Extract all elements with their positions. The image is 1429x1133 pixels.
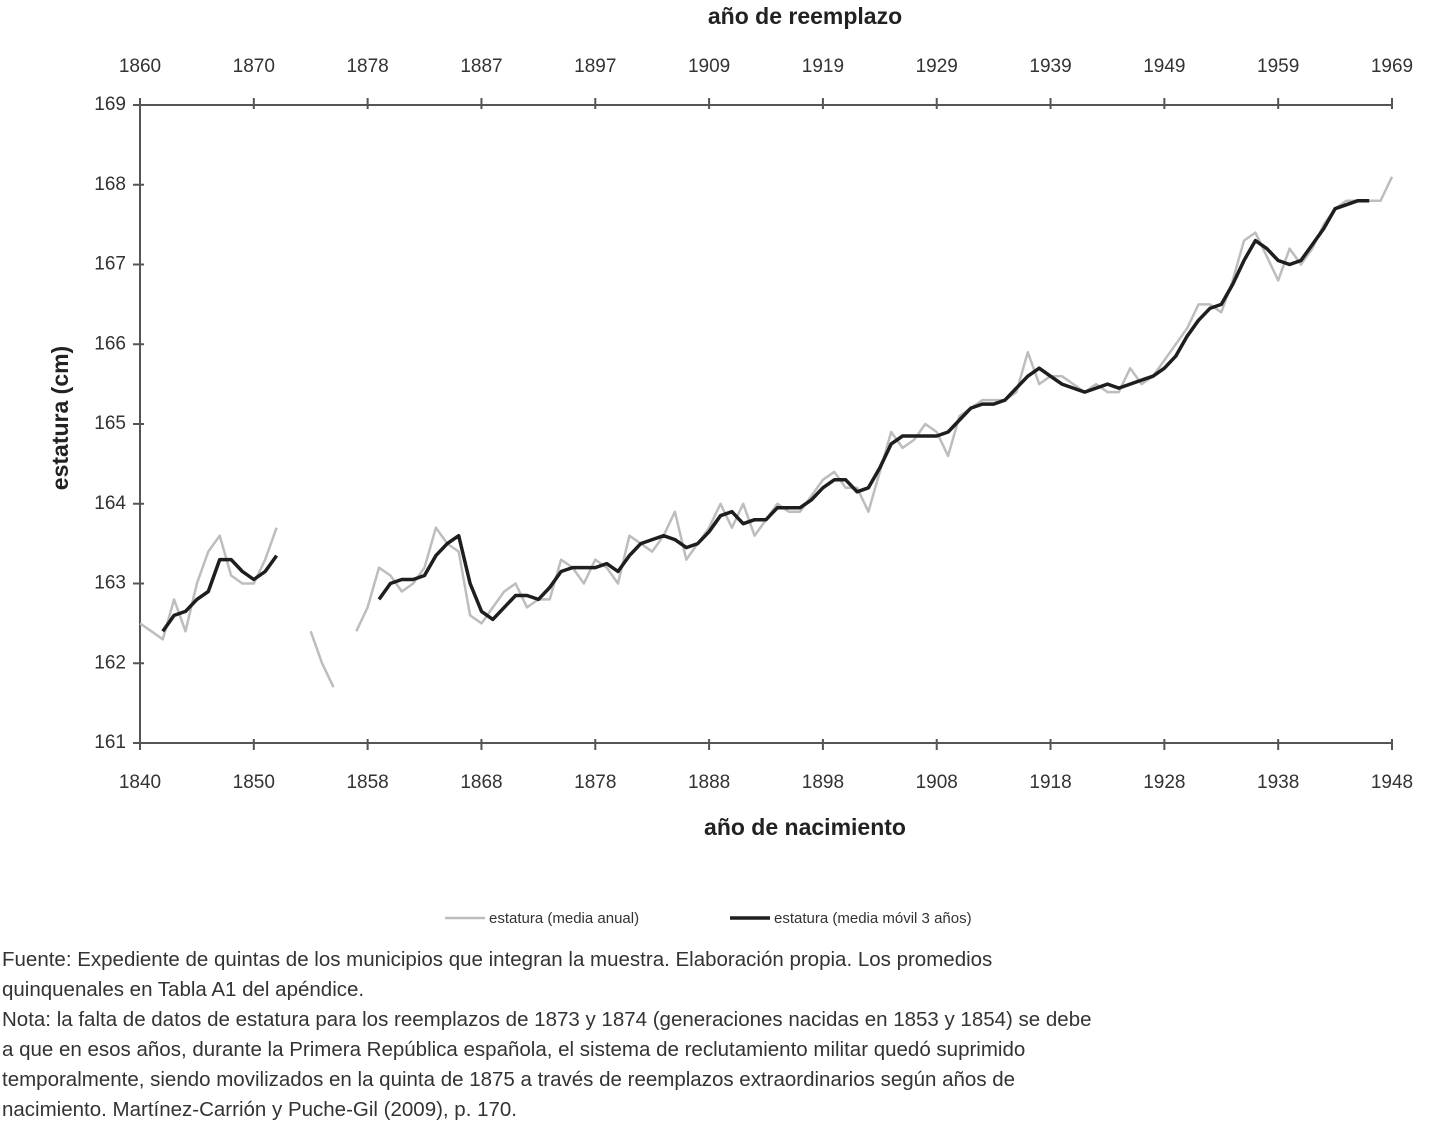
top-tick-label: 1897 [574,56,616,77]
top-tick-label: 1929 [916,56,958,77]
y-tick-label: 166 [94,333,126,354]
x-tick-label: 1948 [1371,772,1413,793]
chart-title: año de reemplazo [708,3,902,29]
chart: año de reemplazo año de nacimiento estat… [47,3,1413,927]
x-axis-label: año de nacimiento [704,814,906,840]
y-tick-label: 164 [94,493,126,514]
x-tick-label: 1938 [1257,772,1299,793]
x-tick-label: 1918 [1029,772,1071,793]
x-tick-label: 1850 [233,772,275,793]
y-tick-label: 161 [94,732,126,753]
top-tick-label: 1878 [346,56,388,77]
x-tick-label: 1888 [688,772,730,793]
series-line [161,198,1370,633]
note-line: Nota: la falta de datos de estatura para… [2,1008,1092,1031]
top-tick-label: 1870 [233,56,275,77]
legend-label: estatura (media anual) [489,910,639,927]
top-tick-label: 1969 [1371,56,1413,77]
series-line [139,176,1394,688]
y-axis-label: estatura (cm) [47,346,73,490]
note-line: quinquenales en Tabla A1 del apéndice. [2,978,365,1001]
top-tick-label: 1959 [1257,56,1299,77]
x-tick-label: 1878 [574,772,616,793]
x-tick-label: 1898 [802,772,844,793]
y-tick-label: 169 [94,94,126,115]
top-tick-label: 1939 [1029,56,1071,77]
top-tick-label: 1887 [460,56,502,77]
x-tick-label: 1908 [916,772,958,793]
top-tick-label: 1860 [119,56,161,77]
legend-label: estatura (media móvil 3 años) [774,910,972,927]
x-tick-label: 1868 [460,772,502,793]
y-tick-label: 168 [94,174,126,195]
x-tick-label: 1858 [346,772,388,793]
y-tick-label: 167 [94,254,126,275]
x-tick-label: 1928 [1143,772,1185,793]
notes: Fuente: Expediente de quintas de los mun… [2,945,1427,1125]
note-line: a que en esos años, durante la Primera R… [2,1038,1026,1061]
note-line: Fuente: Expediente de quintas de los mun… [2,948,993,971]
top-tick-label: 1909 [688,56,730,77]
top-tick-label: 1919 [802,56,844,77]
y-tick-label: 165 [94,413,126,434]
note-line: temporalmente, siendo movilizados en la … [2,1068,1016,1091]
note-line: nacimiento. Martínez-Carrión y Puche-Gil… [2,1098,518,1121]
y-tick-label: 162 [94,652,126,673]
y-tick-label: 163 [94,573,126,594]
top-tick-label: 1949 [1143,56,1185,77]
x-tick-label: 1840 [119,772,161,793]
